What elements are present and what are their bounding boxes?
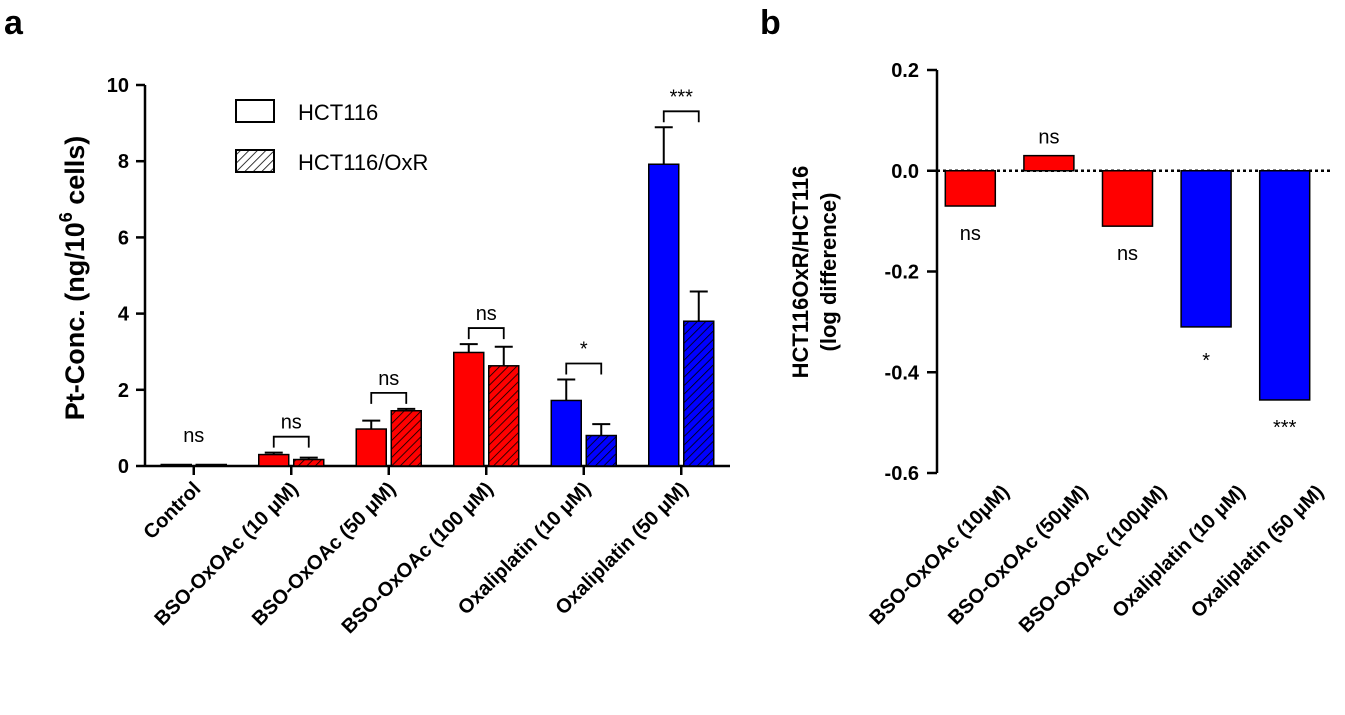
panel-b-category-labels: BSO-OxOAc (10μM)BSO-OxOAc (50μM)BSO-OxOA… bbox=[865, 481, 1328, 637]
panel-b-y-tick-label: 0.2 bbox=[891, 60, 919, 82]
panel-b-y-tick-label: -0.4 bbox=[885, 362, 920, 384]
category-label-oxaliplatin-50-m: Oxaliplatin (50 μM) bbox=[1187, 481, 1328, 622]
bar-oxaliplatin-10-m bbox=[1180, 170, 1232, 328]
panel-a-y-tick-label: 10 bbox=[107, 75, 129, 97]
panel-b-bars bbox=[944, 154, 1311, 401]
bar-hct116-oxr-control bbox=[195, 463, 227, 467]
bar-bso-oxoac-50-m bbox=[1023, 154, 1075, 172]
legend-label-hct116-oxr: HCT116/OxR bbox=[298, 150, 428, 175]
bar-hct116-oxr-bso-oxoac-100-m bbox=[488, 365, 520, 467]
bar-hct116-bso-oxoac-100-m bbox=[453, 351, 485, 467]
significance-label-bso-oxoac-10-m: ns bbox=[960, 223, 981, 245]
bar-hct116-oxr-oxaliplatin-50-m bbox=[683, 320, 715, 467]
category-label-bso-oxoac-50-m: BSO-OxOAc (50μM) bbox=[944, 481, 1092, 629]
panel-a-letter: a bbox=[4, 4, 24, 42]
panel-a-y-tick-label: 6 bbox=[118, 227, 129, 249]
panel-a-y-tick-label: 8 bbox=[118, 151, 129, 173]
panel-a-y-tick-label: 0 bbox=[118, 456, 129, 478]
panel-a-y-tick-label: 4 bbox=[118, 304, 130, 326]
significance-label-oxaliplatin-10-m: * bbox=[580, 339, 588, 361]
panel-a: a 0 2 4 6 8 10 Pt-Conc. (ng/106 cells) ns ns ns… bbox=[4, 4, 730, 638]
bar-hct116-oxaliplatin-50-m bbox=[648, 163, 680, 467]
bar-bso-oxoac-10-m bbox=[944, 170, 997, 207]
panel-a-x-axis bbox=[145, 464, 730, 475]
legend-swatch-hct116-oxr bbox=[235, 149, 275, 173]
significance-label-bso-oxoac-50-m: ns bbox=[378, 368, 399, 390]
legend-swatch-hct116 bbox=[235, 99, 275, 123]
panel-a-y-axis: 0 2 4 6 8 10 bbox=[107, 75, 147, 478]
bar-bso-oxoac-100-m bbox=[1101, 170, 1154, 227]
significance-label-bso-oxoac-100-m: ns bbox=[476, 303, 497, 325]
bar-hct116-oxr-oxaliplatin-10-m bbox=[585, 434, 617, 467]
bar-hct116-oxr-bso-oxoac-50-m bbox=[390, 410, 422, 467]
significance-bracket-bso-oxoac-50-m bbox=[370, 391, 408, 404]
category-label-control: Control bbox=[139, 478, 205, 544]
significance-bracket-bso-oxoac-10-m bbox=[272, 435, 310, 448]
bar-hct116-oxr-bso-oxoac-10-m bbox=[293, 458, 325, 467]
bar-hct116-bso-oxoac-10-m bbox=[258, 453, 290, 467]
category-label-oxaliplatin-10-m: Oxaliplatin (10 μM) bbox=[1108, 481, 1249, 622]
panel-a-bars bbox=[160, 126, 715, 467]
significance-label-oxaliplatin-10-m: * bbox=[1202, 350, 1210, 372]
bar-hct116-oxaliplatin-10-m bbox=[550, 399, 582, 467]
significance-label-control: ns bbox=[183, 425, 204, 447]
significance-label-oxaliplatin-50-m: *** bbox=[1273, 417, 1297, 439]
panel-b-y-axis-label-line1: HCT116OxR/HCT116 bbox=[788, 166, 813, 379]
panel-a-legend: HCT116 HCT116/OxR bbox=[235, 99, 428, 175]
panel-b-y-tick-label: -0.6 bbox=[885, 463, 919, 485]
bar-hct116-control bbox=[160, 463, 192, 467]
significance-bracket-bso-oxoac-100-m bbox=[467, 327, 505, 340]
panel-b-y-tick-label: 0.0 bbox=[891, 161, 919, 183]
category-label-bso-oxoac-100-m: BSO-OxOAc (100μM) bbox=[1015, 481, 1171, 637]
panel-b-y-axis: 0.2 0.0 -0.2 -0.4 -0.6 bbox=[885, 60, 939, 485]
legend-label-hct116: HCT116 bbox=[298, 100, 378, 125]
bar-oxaliplatin-50-m bbox=[1258, 170, 1311, 401]
bar-hct116-bso-oxoac-50-m bbox=[355, 428, 387, 467]
significance-label-bso-oxoac-50-m: ns bbox=[1038, 127, 1059, 149]
significance-bracket-oxaliplatin-10-m bbox=[565, 362, 603, 375]
panel-b-y-tick-label: -0.2 bbox=[885, 262, 919, 284]
significance-label-bso-oxoac-100-m: ns bbox=[1117, 243, 1138, 265]
panel-a-y-tick-label: 2 bbox=[118, 380, 129, 402]
panel-b-letter: b bbox=[760, 4, 781, 42]
significance-label-bso-oxoac-10-m: ns bbox=[281, 412, 302, 434]
panel-a-y-axis-label: Pt-Conc. (ng/106 cells) bbox=[56, 136, 90, 421]
panel-b: b 0.2 0.0 -0.2 -0.4 -0.6 HCT116OxR/HCT116 (l… bbox=[760, 4, 1330, 637]
significance-label-oxaliplatin-50-m: *** bbox=[670, 86, 694, 108]
category-label-bso-oxoac-10-m: BSO-OxOAc (10μM) bbox=[865, 481, 1013, 629]
significance-bracket-oxaliplatin-50-m bbox=[662, 110, 700, 123]
panel-b-y-axis-label-line2: (log difference) bbox=[816, 193, 841, 352]
